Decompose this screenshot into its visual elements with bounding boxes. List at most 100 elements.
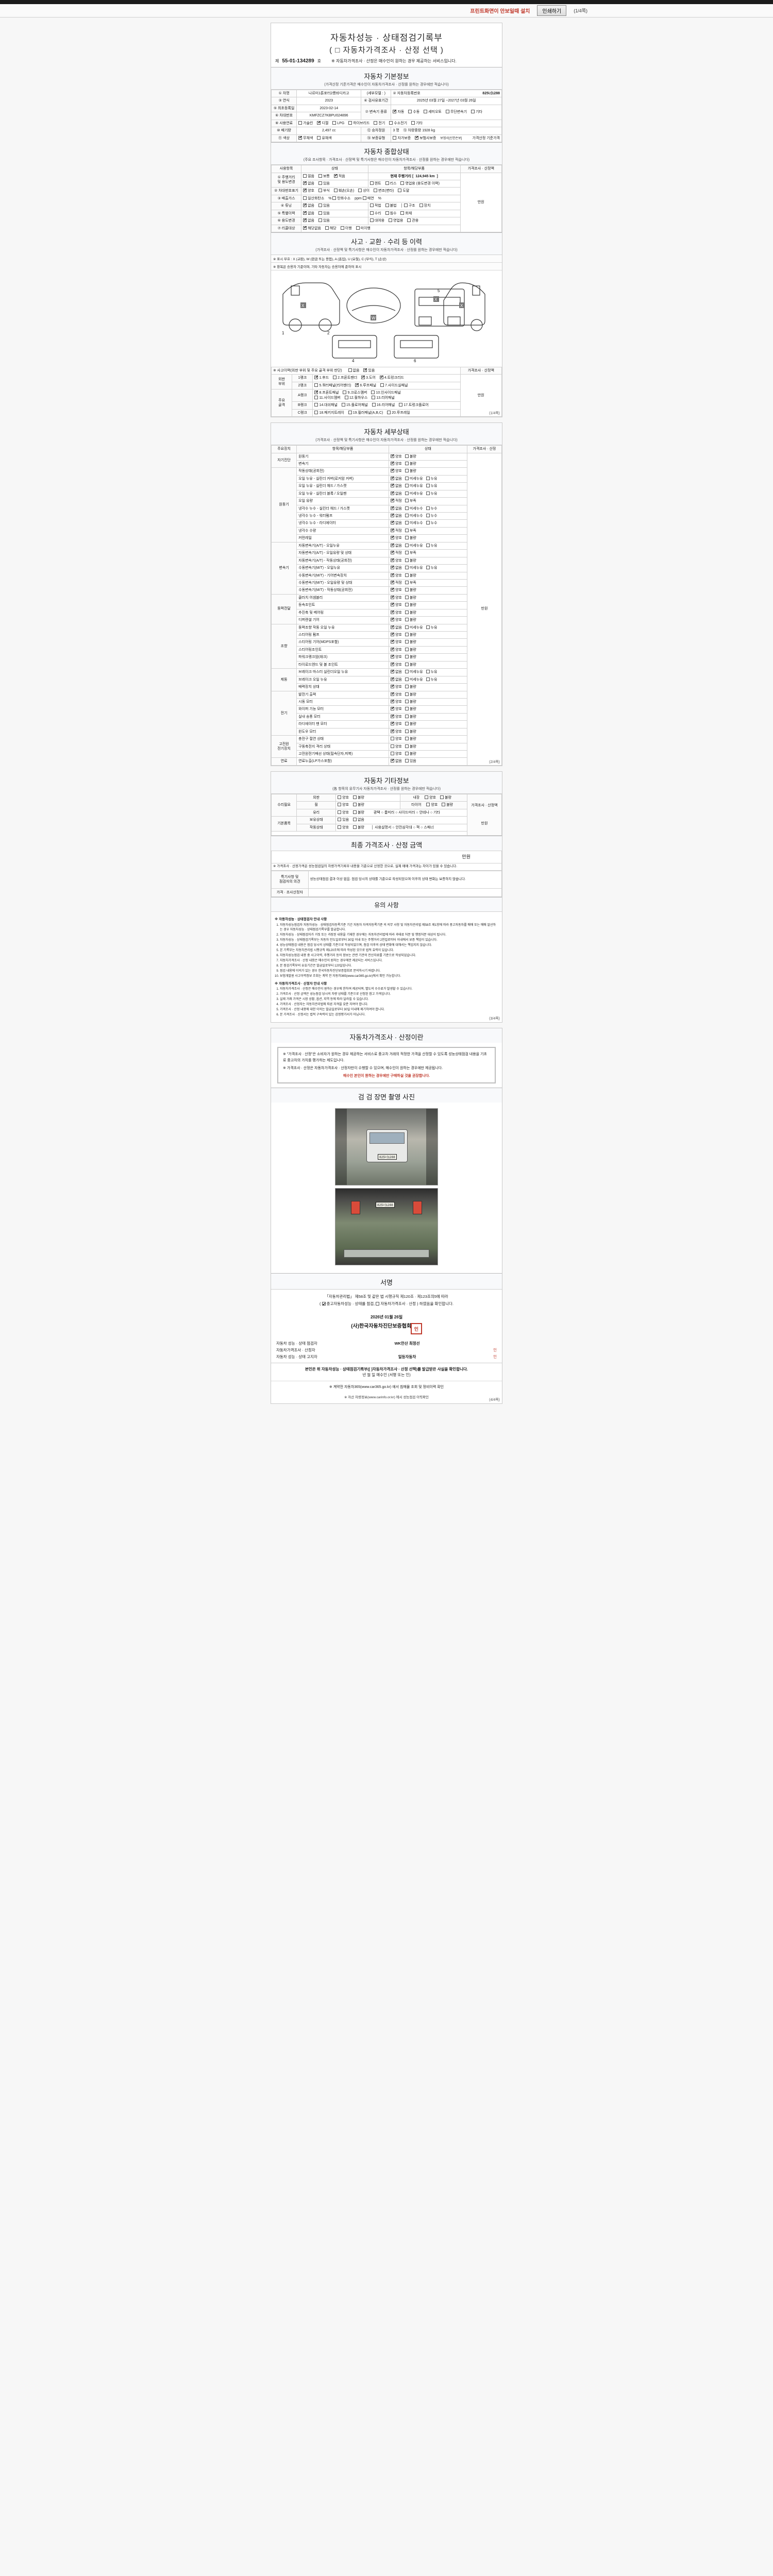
opt-불량[interactable]: 불량 <box>405 588 416 592</box>
opt-fuel-hybrid[interactable]: 하이브리드 <box>348 121 369 126</box>
opt-누유[interactable]: 누유 <box>426 491 438 496</box>
opt-불량[interactable]: 불량 <box>405 536 416 540</box>
opt-불량[interactable]: 불량 <box>405 685 416 689</box>
opt-wheel-good[interactable]: 양호 <box>338 803 349 807</box>
checkbox-price-survey[interactable] <box>376 1301 380 1306</box>
opt-many[interactable]: 많음 <box>303 174 314 179</box>
opt-있음[interactable]: 있음 <box>405 759 416 764</box>
opt-불량[interactable]: 불량 <box>405 707 416 711</box>
opt-vin-rust[interactable]: 부식 <box>318 189 330 193</box>
opt-sidesill[interactable]: 7.사이드실패널 <box>380 383 408 388</box>
opt-outer-bad[interactable]: 불량 <box>352 795 364 800</box>
opt-양호[interactable]: 양호 <box>390 647 402 652</box>
opt-미세누유[interactable]: 미세누유 <box>405 484 423 488</box>
opt-quarter[interactable]: 5.쿼터패널(리어팬더) <box>314 383 351 388</box>
opt-미세누유[interactable]: 미세누유 <box>405 543 423 548</box>
opt-device[interactable]: 장치 <box>419 204 430 208</box>
opt-vin-damage[interactable]: 훼손(오손) <box>333 189 354 193</box>
opt-glass-good[interactable]: 양호 <box>338 810 349 815</box>
opt-미세누유[interactable]: 미세누유 <box>405 566 423 570</box>
opt-양호[interactable]: 양호 <box>390 453 402 459</box>
opt-불량[interactable]: 불량 <box>405 461 416 466</box>
opt-recall-done[interactable]: 이행 <box>340 226 352 231</box>
opt-미세누수[interactable]: 미세누수 <box>405 521 423 526</box>
opt-fire[interactable]: 화재 <box>400 211 412 216</box>
opt-tire-good[interactable]: 양호 <box>426 803 438 807</box>
opt-trans-auto[interactable]: 자동 <box>393 109 404 114</box>
opt-불량[interactable]: 불량 <box>405 469 416 473</box>
opt-양호[interactable]: 양호 <box>390 587 402 592</box>
opt-yes[interactable]: 있음 <box>318 181 330 186</box>
opt-structure[interactable]: 구조 <box>404 204 415 208</box>
opt-미세누유[interactable]: 미세누유 <box>405 677 423 682</box>
opt-불량[interactable]: 불량 <box>405 729 416 734</box>
opt-floor-panel[interactable]: 15.플로어패널 <box>341 403 368 408</box>
opt-양호[interactable]: 양호 <box>390 706 402 711</box>
opt-불량[interactable]: 불량 <box>405 610 416 615</box>
opt-양호[interactable]: 양호 <box>390 602 402 607</box>
opt-warranty-ins[interactable]: 보험사보증 <box>415 135 436 141</box>
opt-rent[interactable]: 렌트 <box>369 181 381 186</box>
opt-door[interactable]: 3.도어 <box>361 375 376 380</box>
opt-불량[interactable]: 불량 <box>405 714 416 719</box>
opt-없음[interactable]: 없음 <box>390 505 402 511</box>
opt-hood[interactable]: 1.후드 <box>314 375 329 380</box>
opt-trunk-lid[interactable]: 4.트렁크리드 <box>379 375 404 380</box>
opt-illegal[interactable]: 불법 <box>385 204 396 208</box>
opt-없음[interactable]: 없음 <box>390 513 402 518</box>
opt-rear-panel-b[interactable]: 16.리어패널 <box>372 403 395 408</box>
opt-양호[interactable]: 양호 <box>390 468 402 473</box>
opt-warranty-self[interactable]: 자가보증 <box>393 135 411 141</box>
opt-양호[interactable]: 양호 <box>390 639 402 645</box>
opt-양호[interactable]: 양호 <box>390 572 402 578</box>
opt-fuel-ev[interactable]: 전기 <box>374 121 385 126</box>
opt-불량[interactable]: 불량 <box>405 573 416 578</box>
opt-부족[interactable]: 부족 <box>405 580 416 585</box>
opt-적정[interactable]: 적정 <box>390 528 402 533</box>
opt-누수[interactable]: 누수 <box>426 521 438 526</box>
opt-미세누유[interactable]: 미세누유 <box>405 625 423 630</box>
opt-gov[interactable]: 관용 <box>407 218 418 223</box>
opt-누유[interactable]: 누유 <box>426 543 438 548</box>
opt-co[interactable]: 일산화탄소 <box>303 196 324 201</box>
opt-rear-panel-a[interactable]: 13.리어패널 <box>372 395 395 400</box>
opt-flood[interactable]: 침수 <box>385 211 396 216</box>
opt-biz[interactable]: 영업용 (용도변경 이력) <box>400 181 440 186</box>
opt-없음[interactable]: 없음 <box>390 476 402 481</box>
opt-누유[interactable]: 누유 <box>426 670 438 674</box>
opt-양호[interactable]: 양호 <box>390 752 402 756</box>
opt-양호[interactable]: 양호 <box>390 617 402 622</box>
opt-없음[interactable]: 없음 <box>390 669 402 674</box>
opt-양호[interactable]: 양호 <box>390 684 402 689</box>
opt-누수[interactable]: 누수 <box>426 506 438 511</box>
opt-미세누유[interactable]: 미세누유 <box>405 670 423 674</box>
opt-acc-yes[interactable]: 있음 <box>363 367 375 373</box>
opt-fuel-diesel[interactable]: 디젤 <box>317 120 328 126</box>
opt-vin-good[interactable]: 양호 <box>303 188 314 193</box>
opt-불량[interactable]: 불량 <box>405 454 416 459</box>
opt-smoke[interactable]: 매연 <box>362 196 374 201</box>
opt-commercial[interactable]: 영업용 <box>389 218 403 223</box>
opt-int-bad[interactable]: 불량 <box>440 795 451 800</box>
opt-rental[interactable]: 대여용 <box>369 218 384 223</box>
opt-trans-semi[interactable]: 세미오토 <box>424 110 442 114</box>
print-button[interactable]: 인쇄하기 <box>537 5 567 16</box>
opt-불량[interactable]: 불량 <box>405 603 416 607</box>
opt-wheel-house[interactable]: 12.휠하우스 <box>344 395 367 400</box>
opt-불량[interactable]: 불량 <box>405 640 416 645</box>
opt-불량[interactable]: 불량 <box>405 737 416 741</box>
opt-int-good[interactable]: 양호 <box>425 795 436 800</box>
opt-양호[interactable]: 양호 <box>390 557 402 563</box>
opt-lease[interactable]: 리스 <box>385 181 396 186</box>
opt-acc-none[interactable]: 없음 <box>348 368 359 373</box>
opt-불량[interactable]: 불량 <box>405 647 416 652</box>
opt-recall-na[interactable]: 해당없음 <box>303 225 321 231</box>
opt-vin-diff[interactable]: 상이 <box>358 189 369 193</box>
opt-누유[interactable]: 누유 <box>426 625 438 630</box>
opt-불량[interactable]: 불량 <box>405 692 416 697</box>
opt-양호[interactable]: 양호 <box>390 662 402 667</box>
opt-fuel-etc[interactable]: 기타 <box>411 121 423 126</box>
opt-recall-yes[interactable]: 해당 <box>325 226 337 231</box>
opt-trans-etc[interactable]: 기타 <box>470 110 482 114</box>
opt-적정[interactable]: 적정 <box>390 580 402 585</box>
